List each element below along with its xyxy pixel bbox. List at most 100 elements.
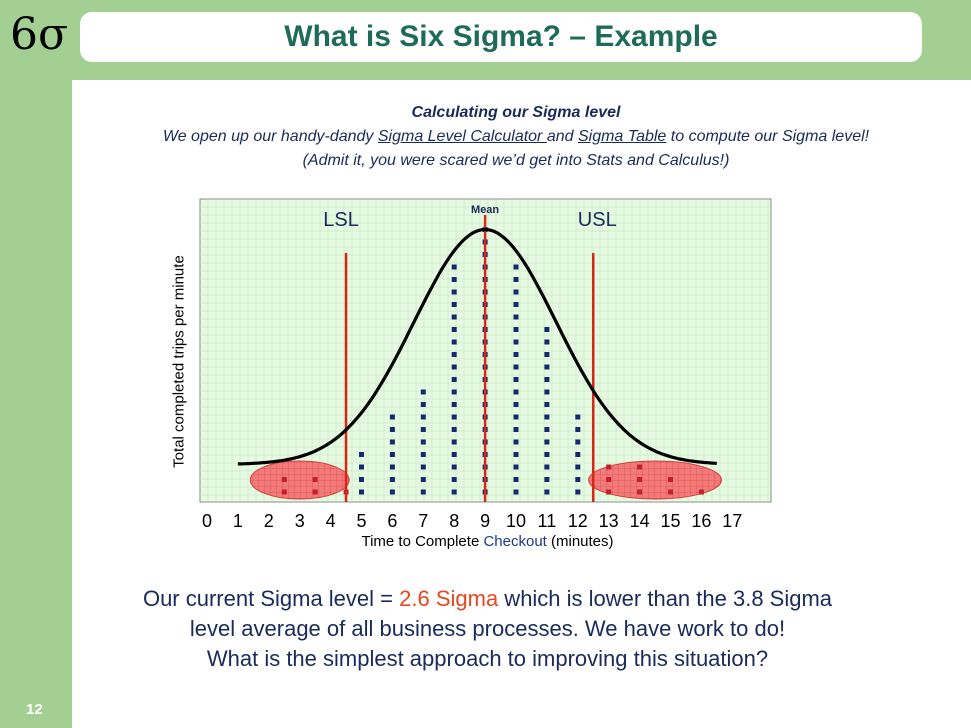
intro-heading: Calculating our Sigma level bbox=[411, 104, 621, 121]
x-axis-title: Time to Complete Checkout (minutes) bbox=[200, 533, 775, 550]
sigma-level-calculator-link[interactable]: Sigma Level Calculator bbox=[377, 128, 547, 145]
x-tick-label: 0 bbox=[202, 511, 212, 531]
data-point bbox=[451, 414, 457, 420]
x-axis-title-highlight: Checkout bbox=[483, 533, 547, 550]
data-point bbox=[575, 452, 581, 457]
data-point bbox=[575, 464, 581, 470]
x-tick-label: 12 bbox=[568, 511, 588, 531]
data-point bbox=[544, 327, 550, 332]
data-point bbox=[544, 427, 550, 432]
summary-text: Our current Sigma level = 2.6 Sigma whic… bbox=[90, 584, 885, 674]
data-point bbox=[451, 364, 457, 370]
six-sigma-logo: 6σ bbox=[10, 9, 69, 60]
data-point bbox=[544, 389, 550, 395]
data-point bbox=[451, 302, 457, 307]
x-tick-label: 4 bbox=[326, 511, 336, 531]
lsl-label: LSL bbox=[323, 209, 359, 231]
defect-data-point bbox=[606, 464, 612, 470]
data-point bbox=[513, 402, 519, 407]
data-point bbox=[451, 452, 457, 457]
data-point bbox=[451, 289, 457, 295]
data-point bbox=[451, 352, 457, 357]
data-point bbox=[575, 414, 581, 420]
x-tick-label: 5 bbox=[356, 511, 366, 531]
usl-label: USL bbox=[578, 209, 617, 231]
x-tick-label: 11 bbox=[538, 511, 557, 531]
defect-data-point bbox=[637, 464, 643, 470]
x-tick-label: 14 bbox=[630, 511, 650, 531]
x-tick-label: 7 bbox=[418, 511, 428, 531]
data-point bbox=[544, 439, 550, 445]
mean-label: Mean bbox=[471, 204, 499, 216]
summary-line1: Our current Sigma level = 2.6 Sigma whic… bbox=[90, 584, 885, 614]
data-point bbox=[513, 327, 519, 332]
intro-line1-post: to compute our Sigma level! bbox=[666, 128, 870, 145]
data-point bbox=[389, 489, 395, 495]
data-point bbox=[420, 439, 426, 445]
intro-line1-mid: and bbox=[546, 128, 578, 145]
x-tick-label: 15 bbox=[660, 511, 680, 531]
data-point bbox=[513, 352, 519, 357]
slide-title: What is Six Sigma? – Example bbox=[80, 12, 922, 62]
data-point bbox=[544, 464, 550, 470]
data-point bbox=[359, 464, 364, 470]
data-point bbox=[389, 414, 395, 420]
data-point bbox=[544, 489, 550, 495]
data-point bbox=[420, 427, 426, 432]
data-point bbox=[575, 477, 581, 482]
intro-text: Calculating our Sigma level We open up o… bbox=[80, 101, 952, 173]
x-tick-label: 6 bbox=[387, 511, 397, 531]
data-point bbox=[420, 414, 426, 420]
data-point bbox=[389, 427, 395, 432]
data-point bbox=[420, 402, 426, 407]
slide-number: 12 bbox=[26, 701, 43, 718]
data-point bbox=[389, 439, 395, 445]
summary-line1-post: which is lower than the 3.8 Sigma bbox=[498, 586, 833, 611]
data-point bbox=[513, 289, 519, 295]
data-point bbox=[451, 477, 457, 482]
data-point bbox=[513, 452, 519, 457]
data-point bbox=[513, 302, 519, 307]
data-point bbox=[513, 477, 519, 482]
x-tick-label: 9 bbox=[480, 511, 490, 531]
x-tick-label: 16 bbox=[691, 511, 711, 531]
data-point bbox=[513, 277, 519, 282]
data-point bbox=[513, 264, 519, 270]
data-point bbox=[513, 377, 519, 382]
defect-data-point bbox=[281, 477, 287, 482]
x-tick-label: 3 bbox=[295, 511, 305, 531]
data-point bbox=[544, 477, 550, 482]
data-point bbox=[513, 314, 519, 320]
x-axis-title-post: (minutes) bbox=[546, 533, 614, 550]
data-point bbox=[513, 427, 519, 432]
data-point bbox=[544, 414, 550, 420]
defect-data-point bbox=[637, 489, 643, 495]
data-point bbox=[389, 464, 395, 470]
data-point bbox=[389, 477, 395, 482]
x-tick-label: 17 bbox=[722, 511, 742, 531]
data-point bbox=[420, 452, 426, 457]
data-point bbox=[513, 389, 519, 395]
data-point bbox=[451, 264, 457, 270]
data-point bbox=[513, 339, 519, 345]
defect-data-point bbox=[668, 489, 673, 495]
data-point bbox=[544, 402, 550, 407]
y-axis-title: Total completed trips per minute bbox=[170, 255, 188, 468]
x-axis-title-pre: Time to Complete bbox=[361, 533, 484, 550]
intro-line1-pre: We open up our handy-dandy bbox=[162, 128, 378, 145]
sigma-value: 2.6 Sigma bbox=[399, 586, 499, 611]
data-point bbox=[389, 452, 395, 457]
intro-line1: We open up our handy-dandy Sigma Level C… bbox=[80, 125, 952, 149]
sigma-table-link[interactable]: Sigma Table bbox=[577, 128, 667, 145]
defect-data-point bbox=[698, 489, 704, 495]
data-point bbox=[451, 314, 457, 320]
data-point bbox=[359, 477, 364, 482]
data-point bbox=[451, 464, 457, 470]
left-color-band bbox=[0, 0, 72, 728]
defect-data-point bbox=[606, 477, 612, 482]
data-point bbox=[451, 402, 457, 407]
x-tick-label: 10 bbox=[506, 511, 526, 531]
intro-line2: (Admit it, you were scared we’d get into… bbox=[302, 152, 730, 169]
data-point bbox=[575, 439, 581, 445]
